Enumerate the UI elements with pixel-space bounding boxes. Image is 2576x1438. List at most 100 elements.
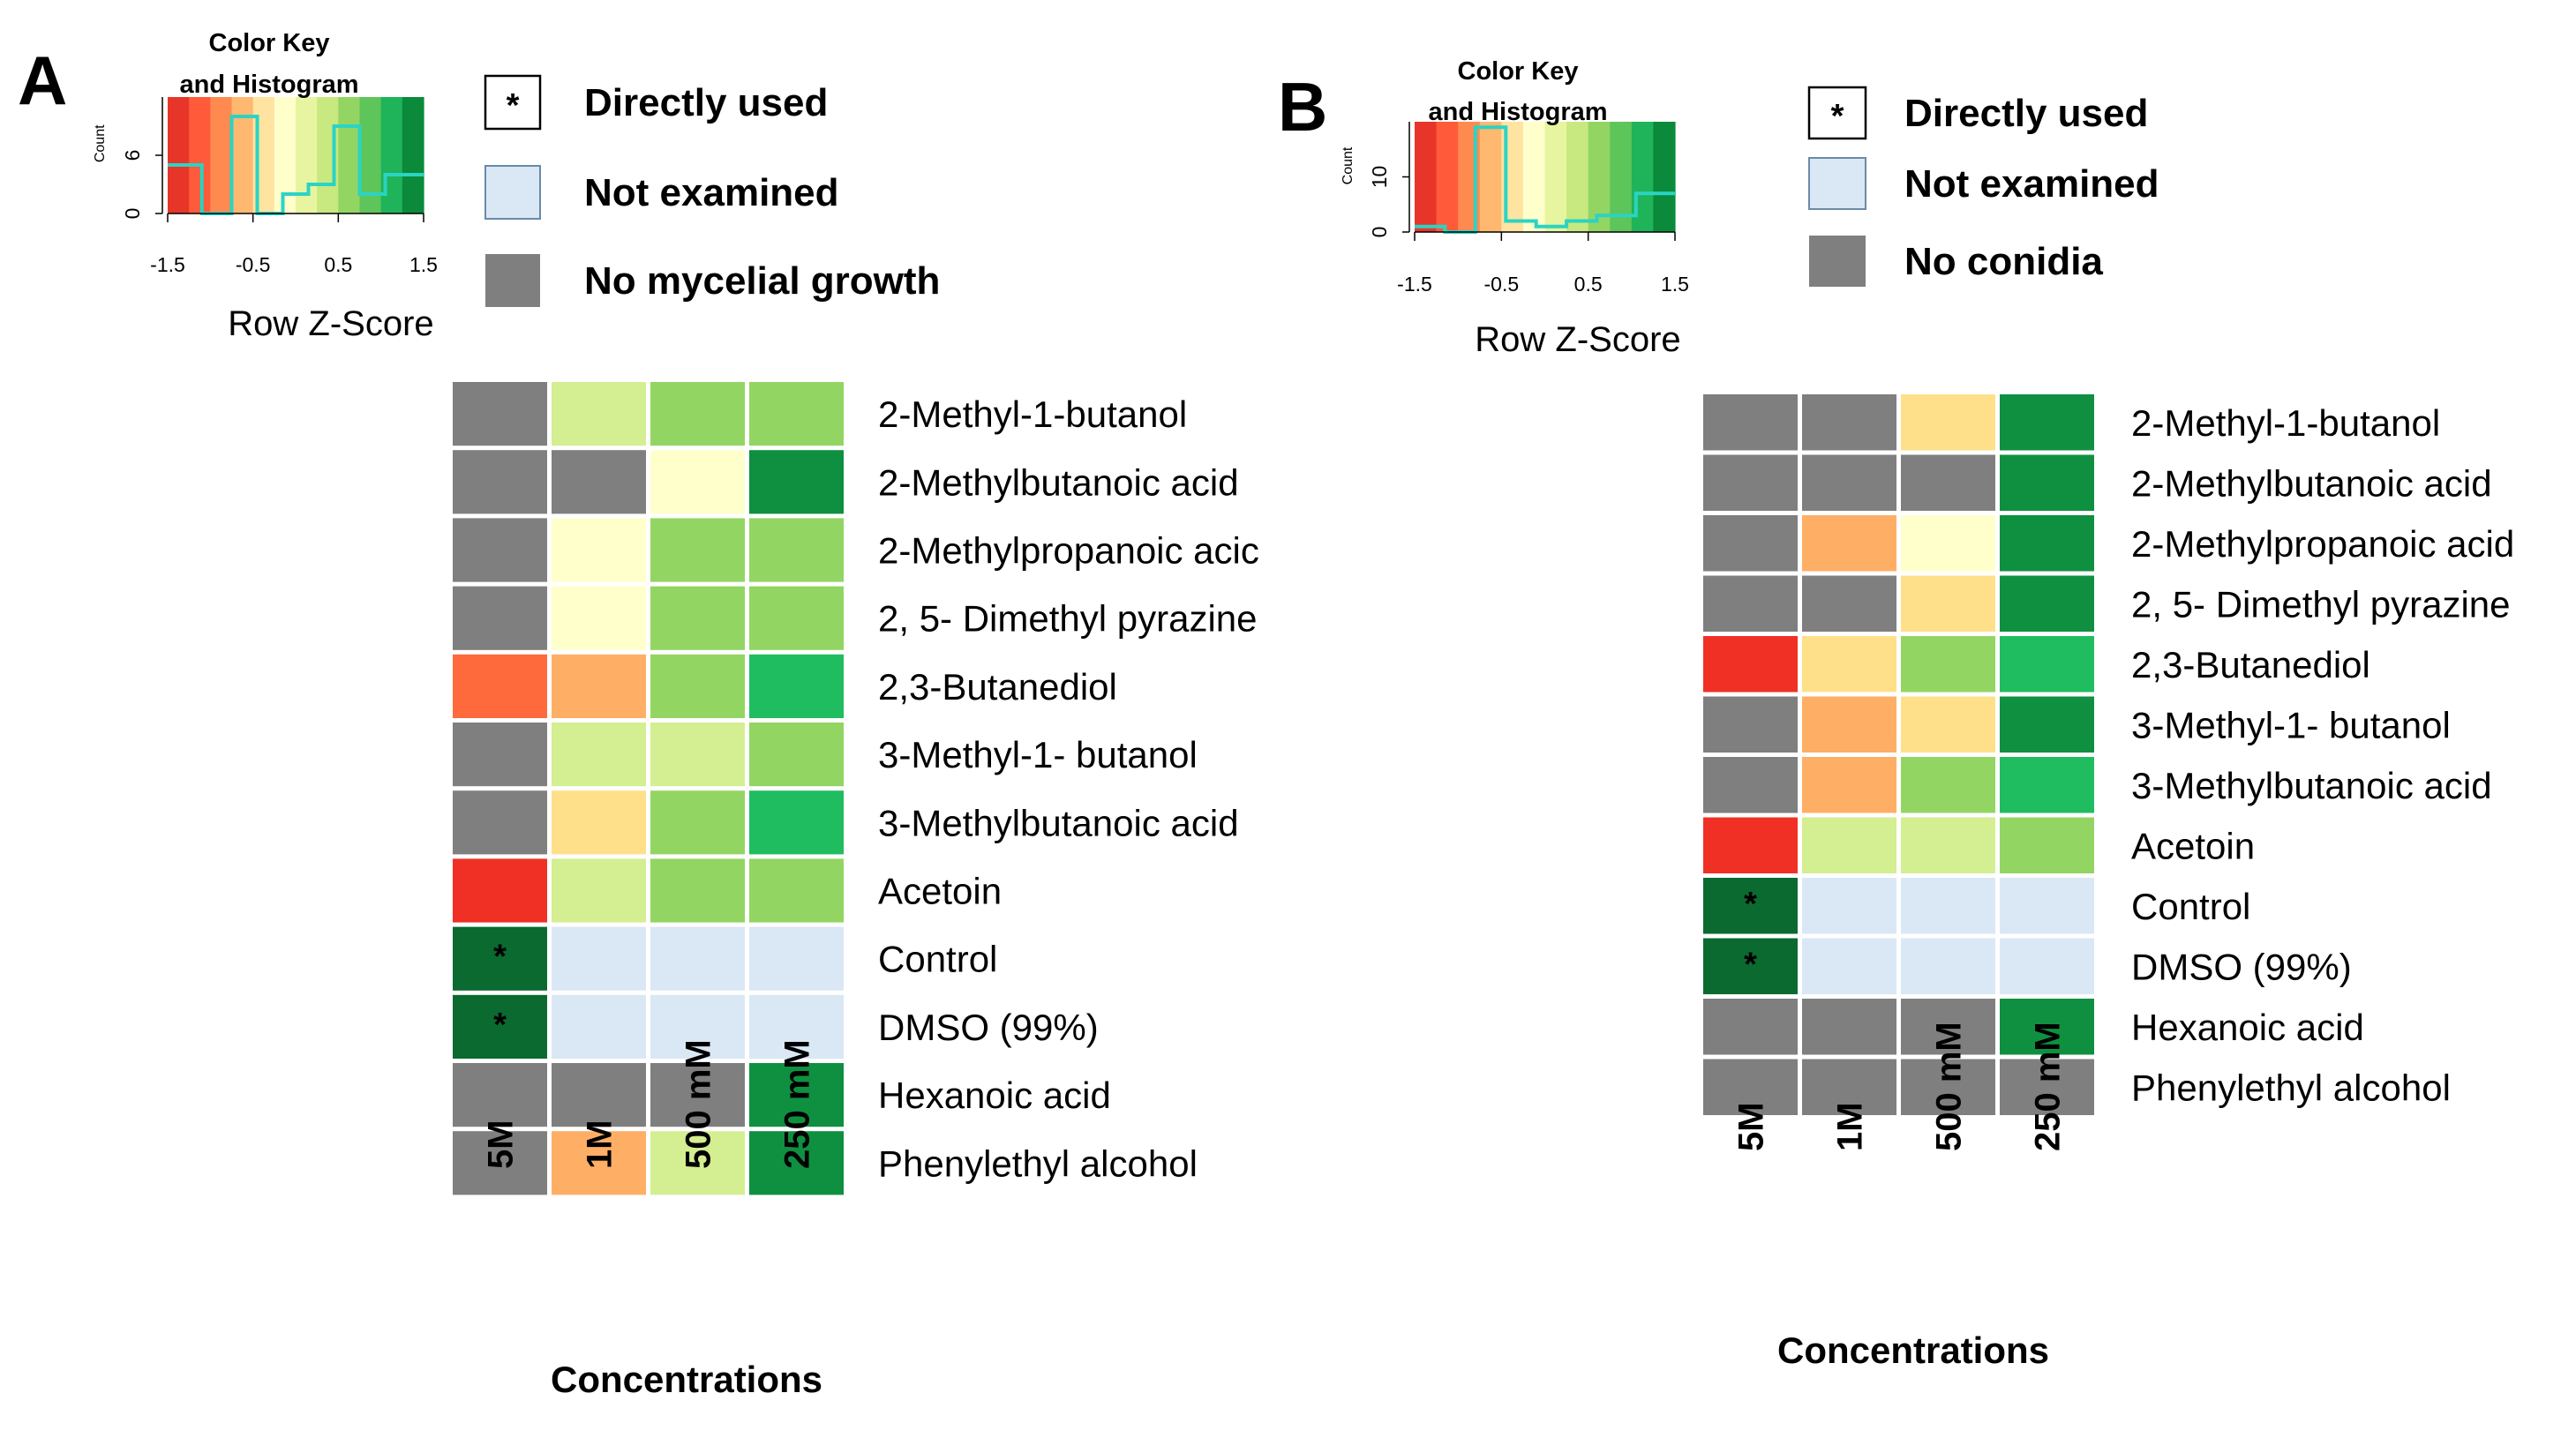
heatmap-cell [1703,454,1798,511]
color-key-swatch [189,97,211,213]
heatmap-cell [1802,999,1896,1055]
heatmap-cell [2000,515,2094,572]
heatmap-cell [1703,696,1798,753]
heatmap-cell [2000,394,2094,451]
row-label: 2,3-Butanediol [878,666,1117,708]
column-label: 250 mM [778,1039,817,1169]
row-label: 3-Methyl-1- butanol [878,734,1198,775]
column-label: 250 mM [2029,1022,2068,1151]
heatmap-cell [453,858,547,923]
color-key-x-tick: 1.5 [409,253,438,276]
heatmap-cell [1802,878,1896,934]
color-key-x-tick: -1.5 [1397,273,1432,296]
color-key-y-tick: 0 [121,208,144,220]
heatmap-cell [552,382,646,446]
color-key: Color Key and Histogram -1.5 -0.5 0.5 1.5 0 6 Co… [93,29,438,343]
heatmap-cell [453,382,547,446]
row-label: 2, 5- Dimethyl pyrazine [2131,583,2511,625]
color-key-x-tick: 0.5 [324,253,352,276]
heatmap-cell [1703,999,1798,1055]
heatmap-cell [552,1063,646,1127]
color-key-y-tick: 0 [1368,227,1391,238]
legend-not-examined-label: Not examined [584,171,839,214]
heatmap-cell [552,790,646,855]
heatmap-cell [650,1063,745,1127]
row-label: 3-Methylbutanoic acid [2131,765,2492,806]
color-key-swatch [359,97,382,213]
directly-used-star-icon: * [1744,886,1757,923]
heatmap-cell [1703,636,1798,693]
heatmap-cell [650,518,745,582]
heatmap-cell [749,654,844,718]
color-key-swatch [1479,122,1502,232]
heatmap-cell [749,382,844,446]
heatmap-cell [650,382,745,446]
heatmap-cell [1703,575,1798,632]
heatmap-cell [552,518,646,582]
column-label: 1M [581,1120,620,1169]
legend-no-growth-swatch [1809,236,1866,287]
heatmap-cell [1703,394,1798,451]
row-label: 2,3-Butanediol [2131,644,2370,685]
heatmap-cell [650,926,745,991]
heatmap-cell [453,994,547,1059]
heatmap-cell [1802,757,1896,813]
heatmap-cell [453,790,547,855]
color-key-swatch [210,97,233,213]
heatmap-cell [552,1131,646,1195]
heatmap-cell [2000,696,2094,753]
heatmap-cell [453,926,547,991]
row-label: Phenylethyl alcohol [878,1142,1198,1184]
legend-no-growth-label: No mycelial growth [584,259,940,303]
heatmap-cell [1802,515,1896,572]
color-key-x-tick: -0.5 [236,253,271,276]
row-label: Control [2131,886,2250,927]
directly-used-star-icon: * [493,939,507,976]
row-label: DMSO (99%) [878,1007,1099,1048]
color-key-swatch [338,97,361,213]
row-label: Phenylethyl alcohol [2131,1067,2451,1108]
heatmap-cell [552,654,646,718]
directly-used-star-icon: * [493,1007,507,1044]
legend-directly-used-label: Directly used [584,81,828,124]
row-label: 2-Methylpropanoic acid [2131,523,2514,565]
heatmap-cell [1901,394,1995,451]
heatmap-cell [1802,696,1896,753]
heatmap-cell [453,586,547,650]
row-label: DMSO (99%) [2131,946,2352,987]
color-key-swatch [402,97,424,213]
heatmap-cell [453,723,547,787]
color-key-x-tick: -0.5 [1484,273,1520,296]
heatmap-cell [650,790,745,855]
color-key-swatch [231,97,254,213]
heatmap-cell [2000,938,2094,994]
heatmap-cell [650,586,745,650]
heatmap-cell [1901,575,1995,632]
heatmap-cell [453,518,547,582]
heatmap-cell [749,450,844,514]
row-label: Hexanoic acid [878,1075,1111,1116]
heatmap-cell [1703,878,1798,934]
panel-letter: B [1278,68,1327,146]
heatmap-grid: * * 2-Methyl-1-butanol 2-Methylbutanoic aci… [1703,394,2514,1371]
heatmap-cell [749,790,844,855]
heatmap-cell [1802,817,1896,873]
heatmap-cell [1901,1059,1995,1115]
column-label: 500 mM [680,1039,718,1169]
heatmap-cell [2000,575,2094,632]
heatmap-cell [453,654,547,718]
heatmap-cell [453,1063,547,1127]
heatmap-cell [1802,1059,1896,1115]
heatmap-cell [2000,999,2094,1055]
heatmap-grid: * * 2-Methyl-1-butanol 2-Methylbutanoic aci… [453,382,1259,1400]
color-key-swatch [1436,122,1459,232]
color-key-x-tick: -1.5 [150,253,185,276]
heatmap-cell [1802,938,1896,994]
color-key-swatch [1415,122,1438,232]
legend: * Directly used Not examined No conidia [1807,86,2159,287]
heatmap-cell [2000,636,2094,693]
row-label: 2, 5- Dimethyl pyrazine [878,598,1258,640]
panel-letter: A [18,41,67,119]
heatmap-cell [1703,757,1798,813]
